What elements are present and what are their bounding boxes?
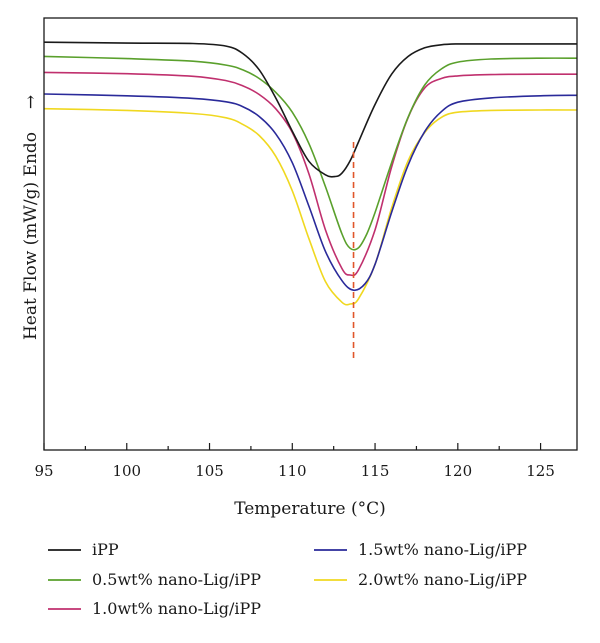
legend-label: 2.0wt% nano-Lig/iPP: [358, 570, 527, 589]
series-line-3: [43, 93, 578, 292]
x-tick-label: 95: [34, 462, 53, 480]
y-axis-arrow: →: [21, 95, 41, 109]
x-tick-label: 100: [112, 462, 141, 480]
series-line-2: [43, 71, 578, 277]
x-axis: 95 100 105 110 115 120 125: [34, 443, 555, 480]
y-axis-title: Heat Flow (mW/g) Endo: [21, 132, 41, 340]
legend: iPP 0.5wt% nano-Lig/iPP 1.0wt% nano-Lig/iP…: [48, 540, 527, 618]
plot-area: [43, 41, 578, 362]
x-axis-title: Temperature (°C): [234, 499, 386, 519]
x-tick-label: 125: [526, 462, 555, 480]
x-tick-label: 115: [361, 462, 390, 480]
plot-frame: [43, 17, 578, 451]
series-line-4: [43, 107, 578, 306]
series-line-1: [43, 55, 578, 251]
legend-label: iPP: [92, 540, 119, 559]
y-axis-title-group: Heat Flow (mW/g) Endo →: [21, 95, 41, 340]
x-tick-label: 105: [195, 462, 224, 480]
x-tick-label: 120: [443, 462, 472, 480]
x-tick-label: 110: [278, 462, 307, 480]
series-line-0: [43, 41, 577, 178]
legend-label: 1.0wt% nano-Lig/iPP: [92, 599, 261, 618]
legend-label: 1.5wt% nano-Lig/iPP: [358, 540, 527, 559]
legend-label: 0.5wt% nano-Lig/iPP: [92, 570, 261, 589]
